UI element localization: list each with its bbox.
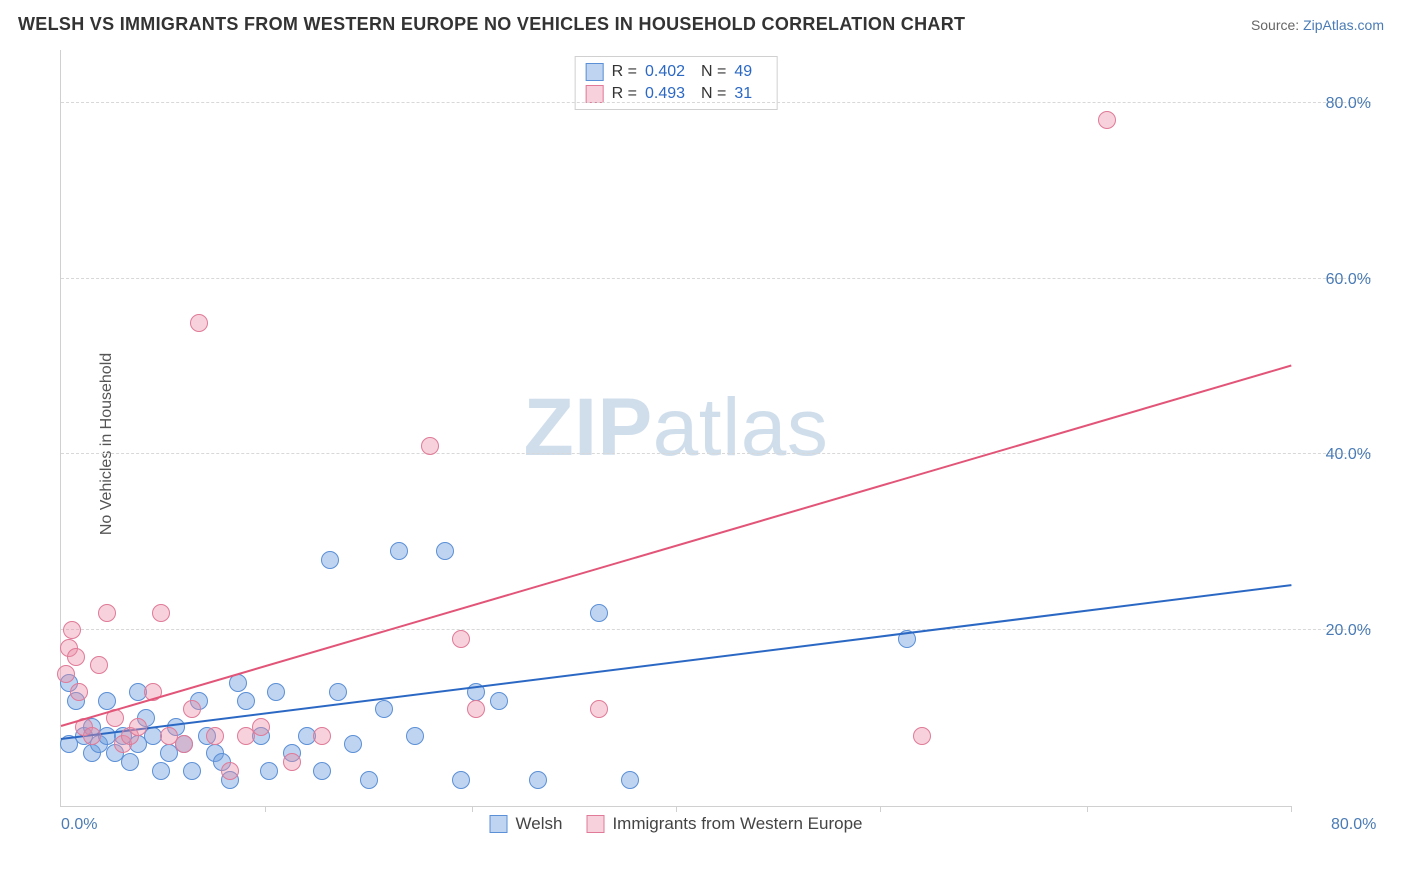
data-point xyxy=(90,656,108,674)
data-point xyxy=(467,700,485,718)
legend-item: Immigrants from Western Europe xyxy=(586,814,862,834)
legend-item: Welsh xyxy=(490,814,563,834)
data-point xyxy=(67,648,85,666)
data-point xyxy=(529,771,547,789)
y-tick-label: 20.0% xyxy=(1301,622,1371,640)
data-point xyxy=(913,727,931,745)
watermark: ZIPatlas xyxy=(524,381,829,475)
data-point xyxy=(406,727,424,745)
data-point xyxy=(452,771,470,789)
source-label: Source: xyxy=(1251,17,1303,33)
data-point xyxy=(452,630,470,648)
x-axis-max-label: 80.0% xyxy=(1331,816,1376,834)
gridline xyxy=(61,629,1371,630)
data-point xyxy=(360,771,378,789)
legend-n-label: N = xyxy=(701,61,726,83)
data-point xyxy=(252,718,270,736)
legend-row: R = 0.402 N = 49 xyxy=(586,61,763,83)
y-tick-label: 60.0% xyxy=(1301,271,1371,289)
legend-label: Immigrants from Western Europe xyxy=(612,814,862,834)
data-point xyxy=(590,604,608,622)
x-axis-min-label: 0.0% xyxy=(61,816,97,834)
chart-title: WELSH VS IMMIGRANTS FROM WESTERN EUROPE … xyxy=(18,14,965,35)
data-point xyxy=(321,551,339,569)
legend-swatch xyxy=(586,85,604,103)
legend-swatch xyxy=(586,815,604,833)
scatter-plot: ZIPatlas R =0.402N =49R =0.493N =31 0.0%… xyxy=(60,50,1291,807)
data-point xyxy=(175,735,193,753)
x-tick-mark xyxy=(1291,806,1292,812)
legend-r-value: 0.402 xyxy=(645,61,693,83)
gridline xyxy=(61,102,1371,103)
data-point xyxy=(421,437,439,455)
data-point xyxy=(344,735,362,753)
data-point xyxy=(206,727,224,745)
data-point xyxy=(1098,111,1116,129)
data-point xyxy=(221,762,239,780)
data-point xyxy=(436,542,454,560)
source-attribution: Source: ZipAtlas.com xyxy=(1251,17,1384,33)
data-point xyxy=(83,727,101,745)
data-point xyxy=(313,727,331,745)
data-point xyxy=(98,692,116,710)
data-point xyxy=(621,771,639,789)
y-tick-label: 80.0% xyxy=(1301,95,1371,113)
gridline xyxy=(61,453,1371,454)
data-point xyxy=(313,762,331,780)
source-link[interactable]: ZipAtlas.com xyxy=(1303,17,1384,33)
data-point xyxy=(121,753,139,771)
data-point xyxy=(590,700,608,718)
data-point xyxy=(260,762,278,780)
data-point xyxy=(329,683,347,701)
data-point xyxy=(237,692,255,710)
data-point xyxy=(63,621,81,639)
data-point xyxy=(129,718,147,736)
data-point xyxy=(152,604,170,622)
data-point xyxy=(183,700,201,718)
trend-line xyxy=(61,365,1292,727)
data-point xyxy=(267,683,285,701)
data-point xyxy=(390,542,408,560)
data-point xyxy=(70,683,88,701)
data-point xyxy=(57,665,75,683)
legend-n-value: 49 xyxy=(734,61,762,83)
legend-swatch xyxy=(490,815,508,833)
x-tick-mark xyxy=(472,806,473,812)
data-point xyxy=(152,762,170,780)
legend-r-label: R = xyxy=(612,61,637,83)
x-tick-mark xyxy=(880,806,881,812)
x-tick-mark xyxy=(1087,806,1088,812)
y-tick-label: 40.0% xyxy=(1301,446,1371,464)
x-tick-mark xyxy=(676,806,677,812)
series-legend: Welsh Immigrants from Western Europe xyxy=(490,814,863,834)
data-point xyxy=(98,604,116,622)
legend-swatch xyxy=(586,63,604,81)
legend-label: Welsh xyxy=(516,814,563,834)
x-tick-mark xyxy=(265,806,266,812)
gridline xyxy=(61,278,1371,279)
trend-line xyxy=(61,584,1291,740)
data-point xyxy=(490,692,508,710)
data-point xyxy=(190,314,208,332)
data-point xyxy=(283,753,301,771)
data-point xyxy=(375,700,393,718)
data-point xyxy=(183,762,201,780)
